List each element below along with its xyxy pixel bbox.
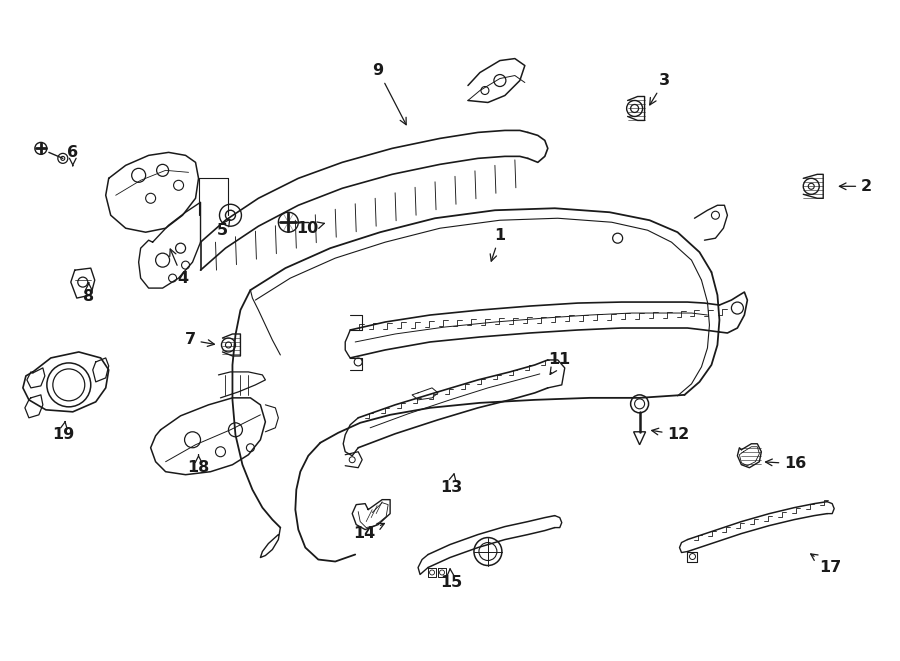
Text: 17: 17 bbox=[811, 554, 842, 575]
Text: 18: 18 bbox=[187, 455, 210, 475]
Text: 16: 16 bbox=[766, 456, 806, 471]
Text: 7: 7 bbox=[184, 332, 214, 348]
Text: 6: 6 bbox=[68, 145, 78, 166]
Text: 14: 14 bbox=[353, 524, 384, 541]
Text: 12: 12 bbox=[652, 427, 689, 442]
Text: 3: 3 bbox=[650, 73, 670, 105]
Text: 13: 13 bbox=[440, 474, 462, 495]
Text: 1: 1 bbox=[491, 227, 506, 261]
Text: 8: 8 bbox=[83, 283, 94, 303]
Text: 10: 10 bbox=[296, 221, 324, 236]
Text: 19: 19 bbox=[51, 422, 74, 442]
Text: 4: 4 bbox=[170, 249, 188, 286]
Text: 9: 9 bbox=[373, 63, 406, 125]
Text: 15: 15 bbox=[440, 568, 462, 590]
Text: 11: 11 bbox=[549, 352, 571, 374]
Text: 5: 5 bbox=[217, 219, 230, 238]
Text: 2: 2 bbox=[840, 179, 872, 194]
